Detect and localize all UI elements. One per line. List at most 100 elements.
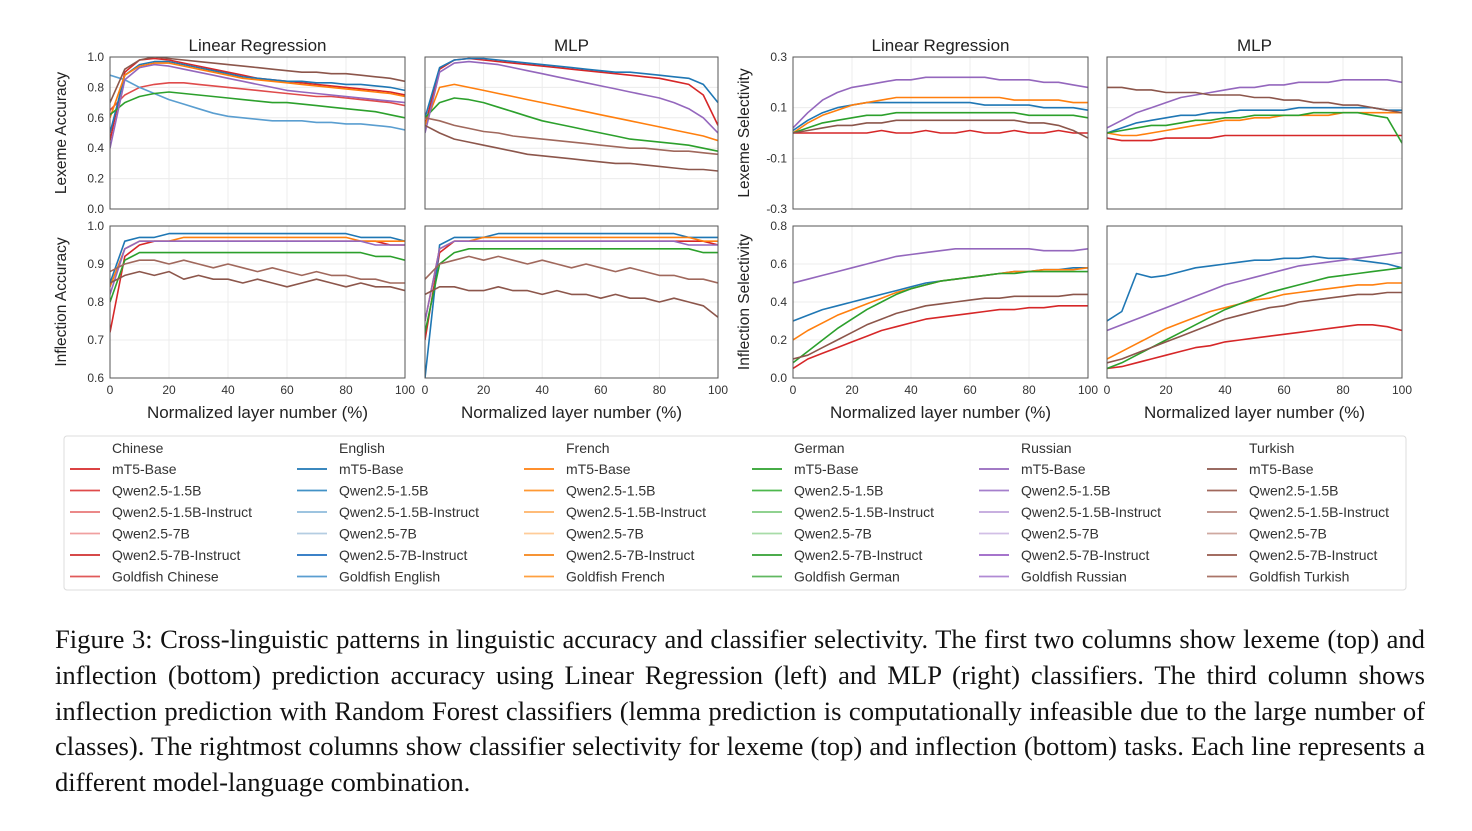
- x-axis-label: Normalized layer number (%): [1144, 403, 1365, 422]
- series-line-chinese-mt5-base: [425, 57, 718, 126]
- legend-entry: Qwen2.5-7B-Instruct: [112, 547, 240, 563]
- series-line-turkish-mt5-base: [110, 270, 405, 292]
- series-line-turkish-mt5-base: [425, 124, 718, 172]
- y-tick-label: 1.0: [87, 50, 104, 64]
- series-line-russian-mt5-base: [110, 240, 405, 295]
- x-tick-label: 40: [221, 383, 235, 397]
- panel-3: Linear Regression -0.3 -0.1 0.1 0.3 Lexeme Se…: [736, 36, 1089, 216]
- x-axis-label: Normalized layer number (%): [147, 403, 368, 422]
- y-tick-label: 0.8: [87, 80, 104, 94]
- series-line-turkish-mt5-base: [1107, 291, 1402, 364]
- x-tick-label: 20: [845, 383, 859, 397]
- series-line-german-mt5-base: [1107, 111, 1402, 144]
- legend-entry: Qwen2.5-7B: [794, 526, 872, 542]
- axes-frame: [424, 225, 719, 379]
- legend-entry: Qwen2.5-1.5B: [566, 483, 656, 499]
- x-tick-label: 40: [1218, 383, 1232, 397]
- panel-title: MLP: [554, 36, 589, 55]
- x-tick-label: 80: [1022, 383, 1036, 397]
- series-line-english-mt5-base: [425, 232, 718, 378]
- legend-entry: Qwen2.5-7B: [1249, 526, 1327, 542]
- y-axis-label: Inflection Accuracy: [53, 237, 70, 366]
- legend-header: Chinese: [112, 440, 164, 456]
- series-line-german-mt5-base: [110, 251, 405, 303]
- panel-7: 0.0 0.2 0.4 0.6 0.8 Inflection Selectivity 0 20…: [736, 219, 1098, 422]
- x-tick-label: 60: [1277, 383, 1291, 397]
- figure-caption: Figure 3: Cross-linguistic patterns in l…: [55, 622, 1425, 801]
- panel-8: 0 20 40 60 80 100 Normalized layer number (%): [1104, 225, 1412, 422]
- y-tick-label: 0.4: [770, 295, 787, 309]
- series-line-french-mt5-base: [793, 96, 1088, 134]
- legend-entry: Qwen2.5-1.5B: [1249, 483, 1339, 499]
- series-line-english-mt5-base: [425, 57, 718, 119]
- x-tick-label: 60: [594, 383, 608, 397]
- series-line-english-mt5-base: [1107, 106, 1402, 134]
- series-line-german-mt5-base: [425, 97, 718, 152]
- y-tick-label: 0.1: [770, 101, 787, 115]
- legend-entry: Qwen2.5-1.5B: [112, 483, 202, 499]
- legend-frame: [63, 435, 1407, 591]
- series-line-english-mt5-base: [793, 266, 1088, 322]
- series-group: [793, 248, 1088, 370]
- series-group: [1107, 251, 1402, 370]
- x-tick-label: 80: [1336, 383, 1350, 397]
- legend-group-chinese: Chinese mT5-Base Qwen2.5-1.5B Qwen2.5-1.5B-…: [70, 440, 252, 585]
- series-line-english-mt5-base: [793, 101, 1088, 132]
- series-line-turkish-mt5-base: [793, 119, 1088, 139]
- y-axis-label: Inflection Selectivity: [736, 234, 753, 370]
- series-line-turkish-mt5-base: [793, 293, 1088, 360]
- series-line-french-mt5-base: [1107, 282, 1402, 360]
- y-tick-label: 0.9: [87, 257, 104, 271]
- series-line-english-goldfish-english: [110, 74, 405, 131]
- legend-entry: Qwen2.5-1.5B-Instruct: [794, 504, 934, 520]
- axes-frame: [424, 56, 719, 210]
- x-tick-label: 100: [1078, 383, 1098, 397]
- series-line-russian-mt5-base: [425, 240, 718, 322]
- legend-entry: Qwen2.5-7B-Instruct: [794, 547, 922, 563]
- legend-entry: Qwen2.5-7B: [112, 526, 190, 542]
- legend-group-russian: Russian mT5-Base Qwen2.5-1.5B Qwen2.5-1.5B-…: [979, 440, 1161, 585]
- x-axis-label: Normalized layer number (%): [830, 403, 1051, 422]
- panel-title: Linear Regression: [872, 36, 1010, 55]
- series-line-english-mt5-base: [110, 60, 405, 134]
- y-tick-label: -0.1: [766, 151, 787, 165]
- legend-group-french: French mT5-Base Qwen2.5-1.5B Qwen2.5-1.5B-I…: [524, 440, 706, 585]
- x-tick-label: 100: [708, 383, 728, 397]
- series-group: [425, 232, 718, 378]
- x-tick-label: 0: [790, 383, 797, 397]
- y-tick-label: 0.6: [87, 111, 104, 125]
- series-line-english-mt5-base: [110, 232, 405, 284]
- x-tick-label: 60: [963, 383, 977, 397]
- legend-entry: Qwen2.5-1.5B-Instruct: [566, 504, 706, 520]
- y-tick-label: 1.0: [87, 219, 104, 233]
- legend-entry: Goldfish Russian: [1021, 569, 1127, 585]
- legend-header: Turkish: [1249, 440, 1294, 456]
- x-tick-label: 0: [107, 383, 114, 397]
- axes-frame: [792, 225, 1089, 379]
- series-line-chinese-mt5-base: [1107, 134, 1402, 142]
- y-tick-label: 0.6: [87, 371, 104, 385]
- legend-entry: Qwen2.5-7B-Instruct: [1021, 547, 1149, 563]
- series-line-russian-mt5-base: [1107, 79, 1402, 129]
- legend-entry: Qwen2.5-1.5B: [1021, 483, 1111, 499]
- series-line-french-mt5-base: [110, 62, 405, 119]
- series-group: [793, 76, 1088, 139]
- axes-frame: [109, 225, 406, 379]
- legend-entry: Qwen2.5-1.5B-Instruct: [339, 504, 479, 520]
- legend-entry: Qwen2.5-1.5B-Instruct: [1021, 504, 1161, 520]
- panel-4: MLP: [1106, 36, 1403, 210]
- legend: Chinese mT5-Base Qwen2.5-1.5B Qwen2.5-1.5B-…: [63, 435, 1407, 591]
- y-tick-label: 0.4: [87, 141, 104, 155]
- series-line-german-mt5-base: [793, 270, 1088, 364]
- series-line-chinese-qwen2-5-1-5b: [110, 82, 405, 111]
- series-line-german-mt5-base: [1107, 267, 1402, 370]
- x-tick-label: 20: [162, 383, 176, 397]
- y-tick-label: 0.8: [87, 295, 104, 309]
- legend-entry: Qwen2.5-1.5B-Instruct: [1249, 504, 1389, 520]
- caption-label: Figure 3:: [55, 624, 153, 654]
- y-axis-label: Lexeme Selectivity: [736, 68, 753, 197]
- series-line-turkish-qwen2-5-1-5b: [425, 117, 718, 156]
- legend-entry: Goldfish Turkish: [1249, 569, 1349, 585]
- legend-entry: mT5-Base: [112, 461, 177, 477]
- series-line-turkish-qwen2-5-1-5b: [425, 255, 718, 284]
